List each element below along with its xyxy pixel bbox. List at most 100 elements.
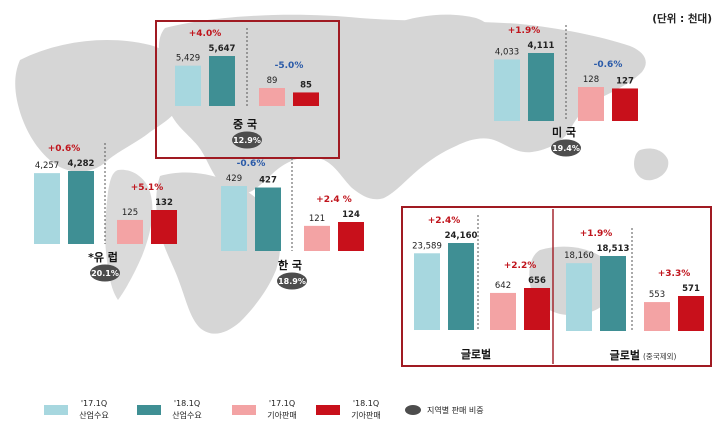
industry-growth-label: +0.6% <box>48 144 81 154</box>
region-label: *유 럽 <box>88 250 118 264</box>
kia-bar-0 <box>578 87 604 121</box>
kia-bar-0 <box>259 88 285 106</box>
kia-bar-1 <box>524 288 550 330</box>
legend-swatch <box>316 405 340 415</box>
industry-bar-0 <box>34 173 60 244</box>
kia-value-label-1: 85 <box>300 80 312 90</box>
region-chart-2: 4,257 4,282 +0.6% 125 132 +5.1% *유 럽 20.1% <box>34 143 177 282</box>
industry-value-label-1: 4,282 <box>68 159 95 169</box>
industry-value-label-0: 4,257 <box>35 161 59 171</box>
kia-growth-label: +5.1% <box>131 183 164 193</box>
region-label: 한 국 <box>278 258 302 272</box>
legend-period: '18.1Q <box>174 399 200 408</box>
china-frame <box>155 20 340 159</box>
kia-value-label-0: 89 <box>267 76 278 86</box>
share-badge-label: 18.9% <box>278 277 306 286</box>
region-label: 글로벌 <box>461 347 491 361</box>
kia-growth-label: +2.2% <box>504 261 537 271</box>
world-map-background <box>15 14 669 334</box>
industry-bar-1 <box>600 256 626 331</box>
legend-swatch <box>405 405 421 415</box>
industry-bar-0 <box>175 65 201 106</box>
share-badge <box>232 131 262 149</box>
kia-value-label-1: 124 <box>342 210 360 220</box>
share-badge-label: 20.1% <box>91 269 119 278</box>
industry-bar-1 <box>68 171 94 244</box>
industry-growth-label: +1.9% <box>508 26 541 36</box>
industry-bar-0 <box>221 186 247 251</box>
kia-growth-label: +2.4 % <box>316 195 352 205</box>
global-frame <box>401 206 712 367</box>
kia-value-label-0: 125 <box>122 208 138 218</box>
kia-value-label-1: 132 <box>155 198 173 208</box>
industry-bar-0 <box>414 253 440 330</box>
kia-bar-1 <box>293 92 319 106</box>
legend-swatch <box>137 405 161 415</box>
share-badge <box>551 139 581 157</box>
kia-bar-1 <box>151 210 177 244</box>
industry-value-label-0: 18,160 <box>564 251 594 261</box>
kia-value-label-0: 121 <box>309 214 325 224</box>
legend-item-4: 지역별 판매 비중 <box>405 405 484 415</box>
kia-growth-label: +3.3% <box>658 269 691 279</box>
region-chart-0: 5,429 5,647 +4.0% 89 85 -5.0% 중 국 12.9% <box>175 28 319 149</box>
kia-value-label-0: 642 <box>495 281 511 291</box>
industry-value-label-0: 5,429 <box>176 54 200 64</box>
region-note: (중국제외) <box>643 351 677 361</box>
kia-bar-1 <box>338 222 364 251</box>
region-charts: 5,429 5,647 +4.0% 89 85 -5.0% 중 국 12.9% 4,033 4,1… <box>34 25 704 362</box>
region-chart-3: 429 427 -0.6% 121 124 +2.4 % 한 국 18.9% <box>221 158 364 290</box>
kia-bar-0 <box>644 302 670 331</box>
industry-bar-1 <box>528 53 554 121</box>
legend-label: 기아판매 <box>267 410 296 420</box>
kia-value-label-1: 127 <box>616 76 634 86</box>
legend-item-2: '17.1Q 기아판매 <box>232 399 297 420</box>
legend-label: 기아판매 <box>351 410 380 420</box>
legend: '17.1Q 산업수요 '18.1Q 산업수요 '17.1Q 기아판매 '18.1Q 기아판매… <box>44 399 484 420</box>
region-label: 중 국 <box>233 118 257 131</box>
industry-bar-1 <box>448 243 474 330</box>
legend-label: 산업수요 <box>79 410 108 420</box>
share-badge <box>277 272 307 290</box>
industry-growth-label: +2.4% <box>428 216 461 226</box>
industry-value-label-1: 427 <box>259 176 277 186</box>
legend-label: 지역별 판매 비중 <box>427 405 484 415</box>
region-chart-1: 4,033 4,111 +1.9% 128 127 -0.6% 미 국 19.4% <box>494 25 638 157</box>
kia-growth-label: -0.6% <box>594 60 623 70</box>
kia-bar-0 <box>490 292 516 330</box>
kia-value-label-0: 128 <box>583 75 599 85</box>
legend-period: '18.1Q <box>353 399 379 408</box>
industry-value-label-1: 5,647 <box>209 44 236 54</box>
industry-value-label-1: 4,111 <box>528 41 555 51</box>
share-badge-label: 19.4% <box>552 144 580 153</box>
region-highlight-frames <box>155 20 712 367</box>
legend-period: '17.1Q <box>269 399 295 408</box>
kia-growth-label: -5.0% <box>275 61 304 71</box>
kia-value-label-0: 553 <box>649 290 665 300</box>
industry-value-label-1: 18,513 <box>597 244 630 254</box>
kia-bar-0 <box>304 225 330 251</box>
kia-bar-1 <box>678 296 704 331</box>
legend-label: 산업수요 <box>172 410 201 420</box>
industry-growth-label: +1.9% <box>580 229 613 239</box>
industry-value-label-0: 4,033 <box>495 47 519 57</box>
unit-label: (단위 : 천대) <box>652 12 712 25</box>
region-label: 미 국 <box>552 125 576 139</box>
legend-item-1: '18.1Q 산업수요 <box>137 399 202 420</box>
industry-value-label-0: 429 <box>226 174 242 184</box>
share-badge-label: 12.9% <box>233 136 261 145</box>
legend-swatch <box>44 405 68 415</box>
industry-bar-0 <box>494 59 520 121</box>
legend-item-3: '18.1Q 기아판매 <box>316 399 381 420</box>
region-label: 글로벌 <box>610 348 640 362</box>
kia-bar-0 <box>117 219 143 244</box>
industry-value-label-1: 24,160 <box>445 231 478 241</box>
industry-growth-label: -0.6% <box>237 159 266 169</box>
industry-growth-label: +4.0% <box>189 29 222 39</box>
kia-value-label-1: 571 <box>682 284 700 294</box>
industry-value-label-0: 23,589 <box>412 241 442 251</box>
industry-bar-1 <box>209 56 235 106</box>
